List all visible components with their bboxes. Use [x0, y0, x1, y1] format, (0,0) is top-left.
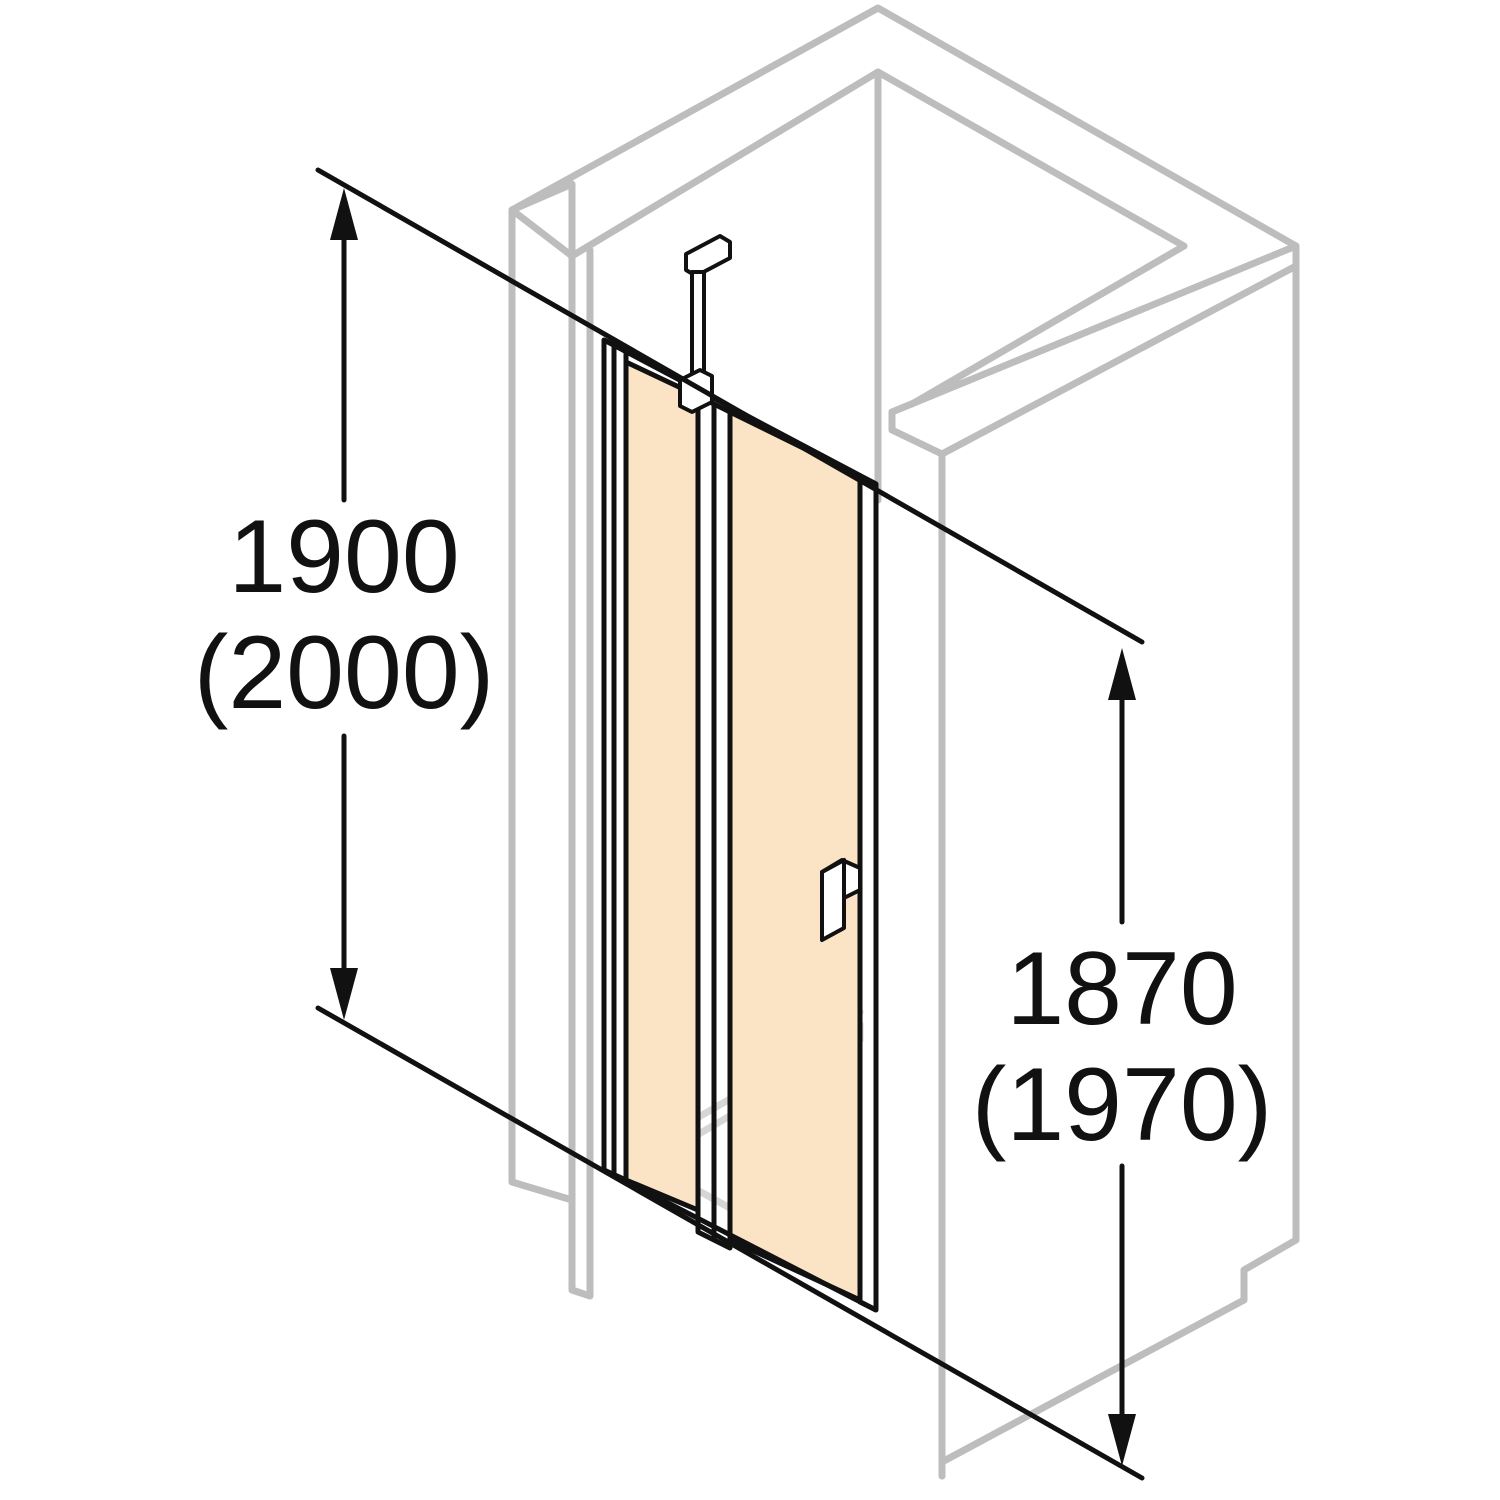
right-height-alt-value: (1970): [972, 1047, 1273, 1163]
right-arrow-down: [1108, 1414, 1136, 1466]
handle-top: [820, 858, 862, 900]
top-rim: [508, 4, 1300, 270]
top-reference-line: [315, 167, 1145, 645]
ceiling-bracket: [684, 234, 732, 278]
right-wall-front: [888, 408, 946, 1480]
left-wall-outline: [508, 180, 576, 1204]
center-profile: [695, 393, 733, 1251]
dimension-lines: [315, 167, 1145, 1481]
inner-rim: [568, 68, 1188, 408]
right-wall: [888, 242, 1300, 1480]
left-arrow-down: [330, 968, 358, 1020]
dimension-labels: 1900 (2000) 1870 (1970): [194, 499, 1273, 1163]
left-arrow-up: [330, 188, 358, 240]
door-panel-glass: [727, 407, 863, 1304]
left-wall-front: [568, 246, 594, 1300]
bottom-reference-line: [315, 1005, 1145, 1481]
stabilizer-bar: [678, 234, 732, 414]
door-panels: [601, 337, 879, 1313]
door-handle: [820, 858, 862, 942]
right-wall-top: [938, 262, 1300, 458]
right-profile: [857, 473, 879, 1313]
fixed-panel-glass: [623, 358, 701, 1214]
right-arrow-up: [1108, 648, 1136, 700]
left-height-value: 1900: [228, 499, 459, 615]
left-height-alt-value: (2000): [194, 615, 495, 731]
bottom-edge: [602, 1167, 878, 1313]
right-height-value: 1870: [1006, 931, 1237, 1047]
enclosure-walls: [508, 4, 1300, 1480]
